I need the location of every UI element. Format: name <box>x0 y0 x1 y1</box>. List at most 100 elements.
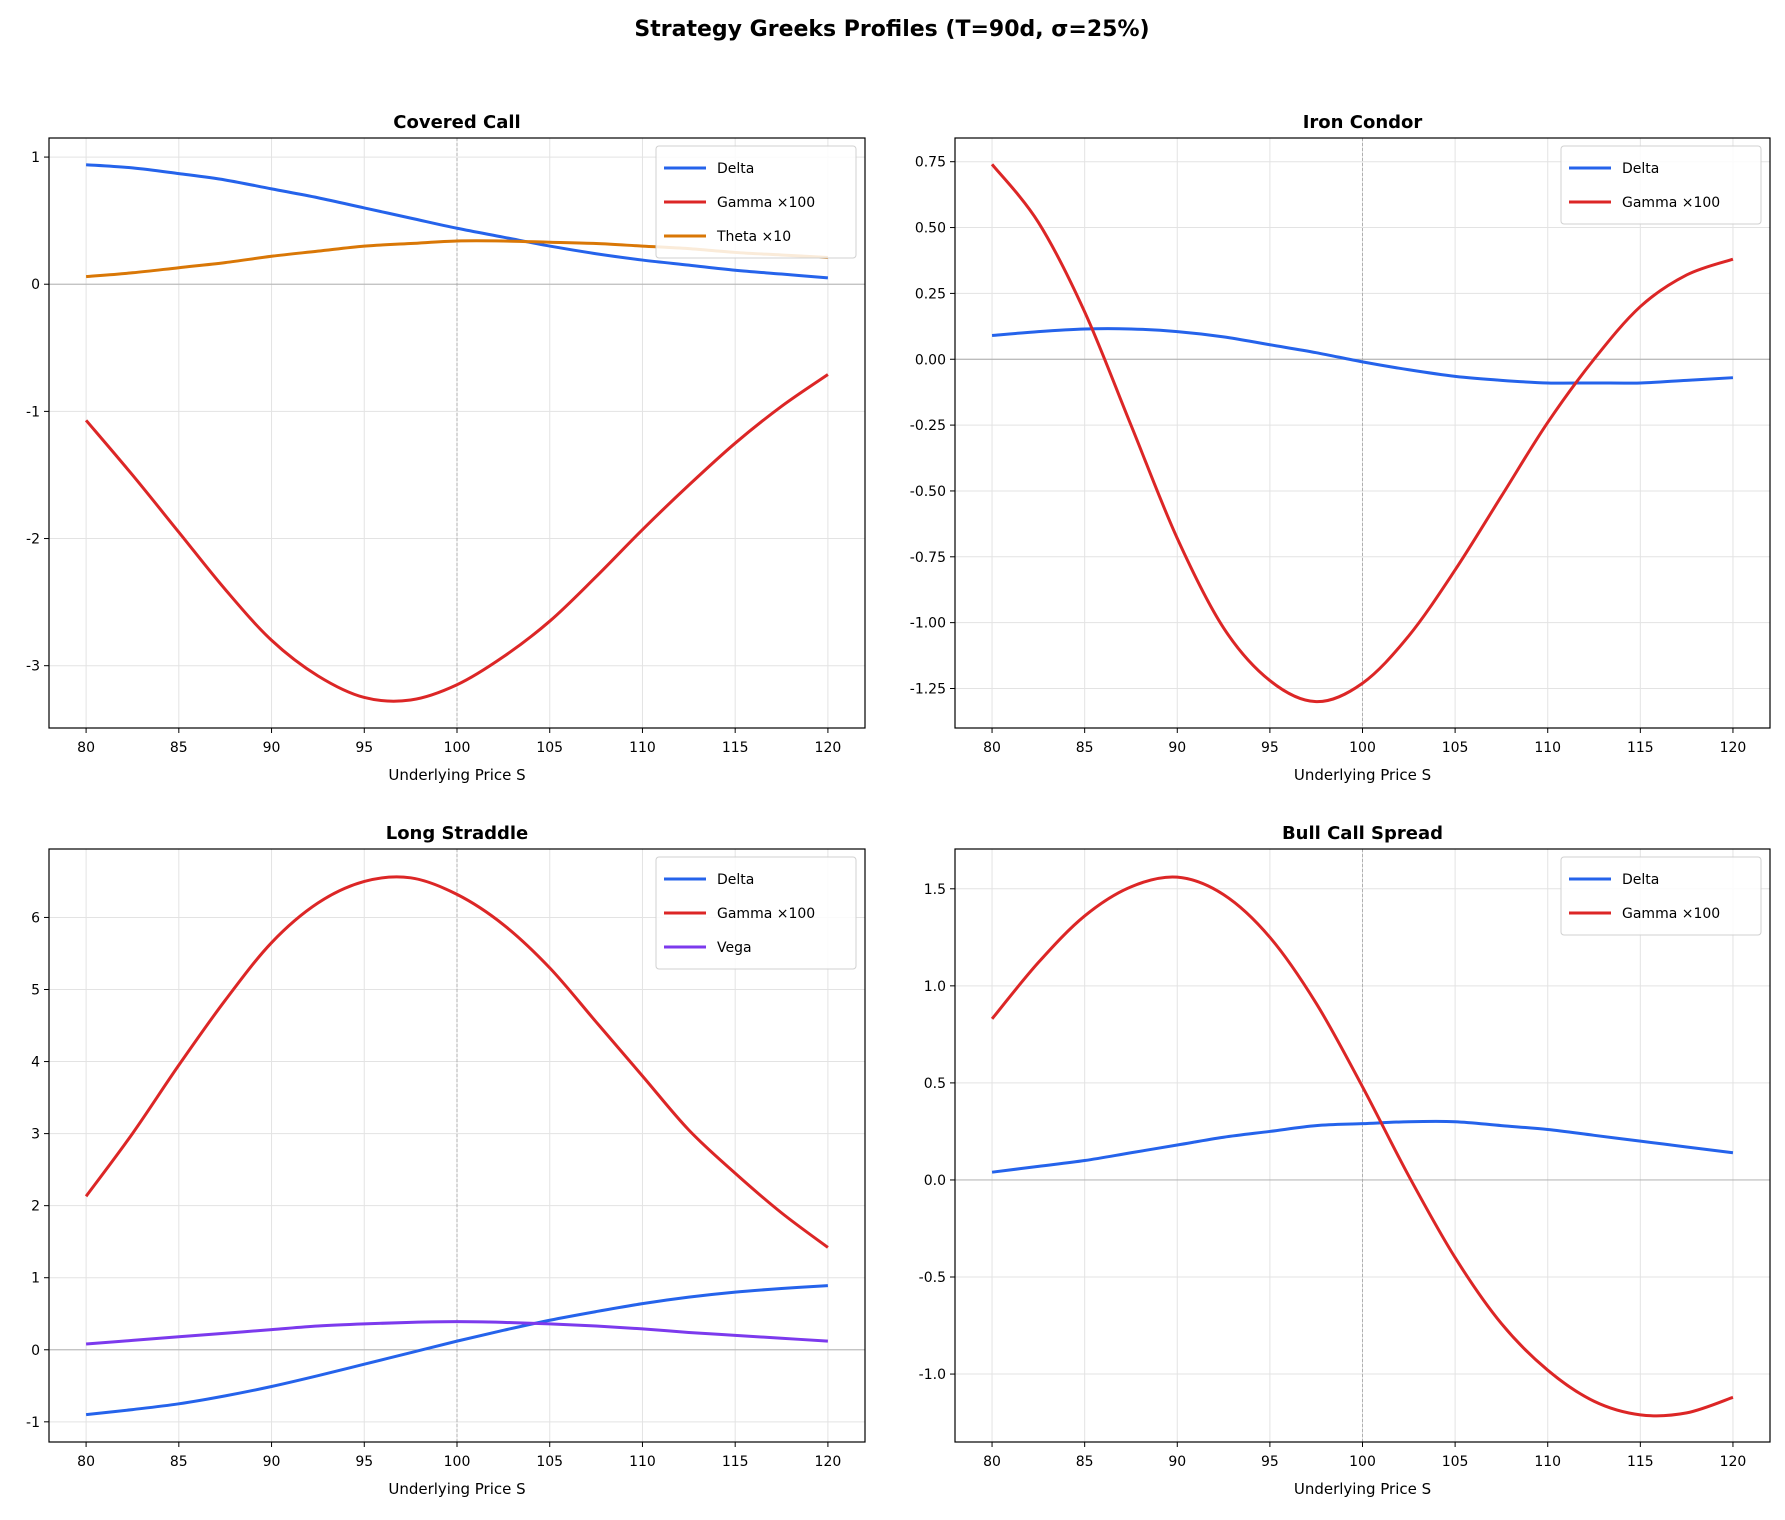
x-tick-label: 90 <box>263 740 281 756</box>
y-tick-label: -0.5 <box>919 1270 946 1286</box>
subplot-title: Iron Condor <box>1303 112 1423 133</box>
y-tick-label: 2 <box>31 1199 40 1215</box>
x-tick-label: 100 <box>1349 1454 1376 1470</box>
legend-entry: Delta <box>1622 872 1659 888</box>
x-tick-label: 85 <box>170 740 188 756</box>
x-tick-label: 110 <box>629 740 656 756</box>
legend: Delta Gamma ×100 Theta ×10 <box>655 145 857 259</box>
series-line-gamma <box>84 373 829 703</box>
x-tick-label: 115 <box>722 740 749 756</box>
axes-frame <box>954 137 1771 729</box>
legend-entry: Theta ×10 <box>716 229 791 245</box>
y-tick-label: -1.25 <box>910 681 946 697</box>
y-tick-label: 5 <box>31 983 40 999</box>
y-tick-label: 0 <box>31 1343 40 1359</box>
y-tick-label: -1.0 <box>919 1367 946 1383</box>
legend-entry: Gamma ×100 <box>717 195 815 211</box>
x-tick-label: 85 <box>1076 740 1094 756</box>
x-tick-label: 100 <box>1349 740 1376 756</box>
subplot-title: Bull Call Spread <box>1282 823 1443 844</box>
legend-entry: Vega <box>717 940 752 956</box>
x-tick-label: 115 <box>1627 740 1654 756</box>
y-tick-label: 0.50 <box>915 221 946 237</box>
legend: Delta Gamma ×100 <box>1560 856 1762 936</box>
axes-frame <box>48 137 866 729</box>
y-tick-label: -1 <box>26 404 40 420</box>
x-tick-label: 120 <box>815 1454 842 1470</box>
subplot-covered-call: Covered Call 80 85 90 95 100 105 110 115 120 1 0 -1 -… <box>26 112 866 784</box>
y-tick-label: -1.00 <box>910 616 946 632</box>
subplot-title: Covered Call <box>393 112 520 133</box>
x-tick-label: 95 <box>355 1454 373 1470</box>
x-tick-label: 80 <box>77 740 95 756</box>
y-tick-label: 0.00 <box>915 352 946 368</box>
legend-box <box>1560 856 1762 936</box>
y-tick-label: -0.75 <box>910 550 946 566</box>
y-tick-label: -0.50 <box>910 484 946 500</box>
x-tick-label: 95 <box>1261 740 1279 756</box>
x-tick-label: 95 <box>1261 1454 1279 1470</box>
x-tick-label: 85 <box>1076 1454 1094 1470</box>
legend-entry: Delta <box>717 161 754 177</box>
x-tick-label: 80 <box>77 1454 95 1470</box>
series-line-gamma <box>84 875 829 1249</box>
x-tick-label: 80 <box>983 1454 1001 1470</box>
y-tick-label: 1 <box>31 150 40 166</box>
subplot-bull-call-spread: Bull Call Spread 80 85 90 95 100 105 110 115 120 1… <box>919 823 1771 1498</box>
y-tick-label: 0.25 <box>915 286 946 302</box>
y-tick-label: 0.0 <box>924 1173 946 1189</box>
x-tick-label: 80 <box>983 740 1001 756</box>
x-tick-label: 105 <box>1442 1454 1469 1470</box>
y-tick-label: 1.5 <box>924 882 946 898</box>
axes-frame <box>954 848 1771 1443</box>
series-line-gamma <box>990 875 1734 1418</box>
series-line-vega <box>85 1320 829 1346</box>
series-line-delta <box>991 327 1734 385</box>
x-tick-label: 110 <box>1534 1454 1561 1470</box>
x-axis-label: Underlying Price S <box>388 1480 525 1498</box>
y-tick-label: -2 <box>26 532 40 548</box>
x-tick-label: 95 <box>355 740 373 756</box>
y-tick-label: -1 <box>26 1415 40 1431</box>
x-tick-label: 105 <box>536 740 563 756</box>
x-tick-label: 90 <box>1168 1454 1186 1470</box>
series-line-delta <box>991 1119 1734 1174</box>
subplot-title: Long Straddle <box>386 823 529 844</box>
legend-entry: Gamma ×100 <box>717 906 815 922</box>
legend-entry: Gamma ×100 <box>1622 906 1720 922</box>
legend-box <box>655 145 857 259</box>
y-tick-label: 4 <box>31 1055 40 1071</box>
legend-entry: Gamma ×100 <box>1622 195 1720 211</box>
legend: Delta Gamma ×100 <box>1560 145 1762 225</box>
x-tick-label: 120 <box>815 740 842 756</box>
series-line-gamma <box>990 163 1734 704</box>
y-tick-label: 1.0 <box>924 979 946 995</box>
x-tick-label: 115 <box>1627 1454 1654 1470</box>
figure-title: Strategy Greeks Profiles (T=90d, σ=25%) <box>634 17 1149 42</box>
y-tick-label: 0 <box>31 277 40 293</box>
x-tick-label: 110 <box>629 1454 656 1470</box>
subplot-iron-condor: Iron Condor 80 85 90 95 100 105 110 115 120 0.75 0.… <box>910 112 1771 784</box>
series-line-delta <box>85 1284 829 1417</box>
x-tick-label: 120 <box>1720 1454 1747 1470</box>
x-tick-label: 105 <box>1442 740 1469 756</box>
y-tick-label: -3 <box>26 659 40 675</box>
legend-entry: Delta <box>717 872 754 888</box>
legend-entry: Delta <box>1622 161 1659 177</box>
y-tick-label: 1 <box>31 1271 40 1287</box>
x-tick-label: 110 <box>1534 740 1561 756</box>
y-tick-label: 0.5 <box>924 1076 946 1092</box>
legend: Delta Gamma ×100 Vega <box>655 856 857 970</box>
x-axis-label: Underlying Price S <box>1294 1480 1431 1498</box>
y-tick-label: 6 <box>31 910 40 926</box>
x-tick-label: 90 <box>1168 740 1186 756</box>
y-tick-label: 0.75 <box>915 155 946 171</box>
x-tick-label: 100 <box>444 1454 471 1470</box>
x-axis-label: Underlying Price S <box>388 766 525 784</box>
series-line-delta <box>85 163 829 280</box>
x-tick-label: 115 <box>722 1454 749 1470</box>
x-tick-label: 120 <box>1720 740 1747 756</box>
x-tick-label: 85 <box>170 1454 188 1470</box>
